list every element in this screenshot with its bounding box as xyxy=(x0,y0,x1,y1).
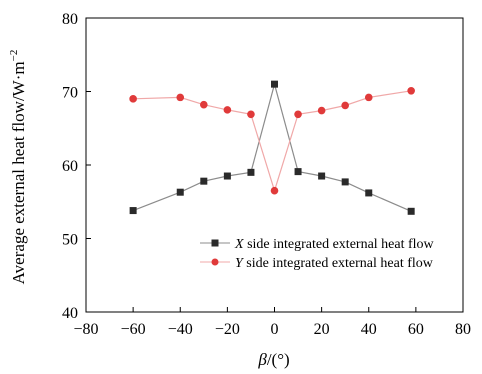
data-point-y-side xyxy=(364,93,373,102)
data-point-y-side xyxy=(247,110,255,119)
data-point-y-side xyxy=(407,86,415,95)
data-point-x-side xyxy=(341,178,349,186)
data-point-x-side xyxy=(200,177,208,185)
data-point-x-side xyxy=(318,172,326,180)
y-tick-label: 80 xyxy=(62,11,78,28)
series-line-y xyxy=(133,90,412,193)
data-point-x-side xyxy=(223,172,231,180)
data-point-x-side xyxy=(365,189,373,197)
legend-marker-x xyxy=(211,239,219,247)
series-layer xyxy=(129,80,415,215)
y-tick-label: 60 xyxy=(62,158,78,175)
data-point-y-side xyxy=(317,106,326,115)
x-tick-label: −20 xyxy=(215,321,240,338)
data-point-y-side xyxy=(270,186,279,195)
x-tick-label: 0 xyxy=(271,321,279,338)
x-tick-label: −80 xyxy=(73,321,98,338)
data-point-y-side xyxy=(223,106,232,114)
x-tick-label: −60 xyxy=(121,321,146,338)
data-point-y-side xyxy=(294,110,302,119)
x-tick-label: 80 xyxy=(455,321,471,338)
data-point-y-side xyxy=(341,101,349,110)
y-tick-label: 40 xyxy=(62,305,78,322)
data-point-x-side xyxy=(407,207,415,215)
x-tick-label: 20 xyxy=(314,321,330,338)
data-point-x-side xyxy=(176,188,184,196)
y-tick-label: 50 xyxy=(62,232,78,249)
y-axis-title: Average external heat flow/W·m−2 xyxy=(8,50,28,285)
y-tick-label: 70 xyxy=(62,85,78,102)
x-tick-label: 40 xyxy=(361,321,377,338)
data-point-x-side xyxy=(247,168,255,176)
legend-label-y: Y side integrated external heat flow xyxy=(235,256,434,271)
data-point-x-side xyxy=(271,80,278,88)
data-point-y-side xyxy=(176,93,185,102)
x-tick-label: 60 xyxy=(408,321,424,338)
data-point-x-side xyxy=(294,168,302,176)
x-axis-title: β/(°) xyxy=(257,350,289,369)
legend: X side integrated external heat flow Y s… xyxy=(200,237,435,271)
data-point-x-side xyxy=(129,207,137,215)
data-point-y-side xyxy=(200,100,208,109)
data-point-y-side xyxy=(129,95,137,103)
legend-marker-y xyxy=(211,258,219,266)
ticks-layer: −80 −60 −40 −20 0 20 40 60 80 40 50 60 70 80 xyxy=(62,11,471,338)
x-tick-label: −40 xyxy=(168,321,193,338)
legend-label-x: X side integrated external heat flow xyxy=(234,237,435,252)
